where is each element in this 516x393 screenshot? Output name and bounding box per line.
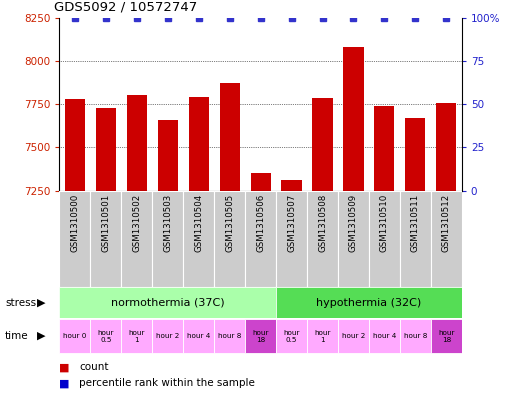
Bar bbox=[90, 319, 121, 353]
Bar bbox=[307, 191, 338, 287]
Bar bbox=[369, 191, 400, 287]
Text: hour
1: hour 1 bbox=[314, 329, 331, 343]
Text: GSM1310504: GSM1310504 bbox=[194, 193, 203, 252]
Text: hour 8: hour 8 bbox=[404, 333, 427, 339]
Bar bbox=[121, 191, 152, 287]
Bar bbox=[220, 83, 240, 191]
Bar bbox=[400, 319, 431, 353]
Bar bbox=[307, 319, 338, 353]
Bar bbox=[183, 191, 214, 287]
Text: time: time bbox=[5, 331, 29, 341]
Bar bbox=[59, 287, 276, 318]
Text: ■: ■ bbox=[59, 362, 70, 373]
Bar bbox=[344, 47, 364, 191]
Bar bbox=[189, 97, 209, 191]
Text: hour
1: hour 1 bbox=[128, 329, 145, 343]
Text: ▶: ▶ bbox=[37, 331, 45, 341]
Text: percentile rank within the sample: percentile rank within the sample bbox=[79, 378, 255, 388]
Text: GDS5092 / 10572747: GDS5092 / 10572747 bbox=[54, 1, 198, 14]
Bar bbox=[437, 103, 457, 191]
Text: ▶: ▶ bbox=[37, 298, 45, 308]
Text: GSM1310502: GSM1310502 bbox=[132, 193, 141, 252]
Bar bbox=[282, 180, 301, 191]
Text: hour 4: hour 4 bbox=[373, 333, 396, 339]
Text: GSM1310512: GSM1310512 bbox=[442, 193, 451, 252]
Bar bbox=[369, 319, 400, 353]
Bar bbox=[400, 191, 431, 287]
Bar bbox=[245, 319, 276, 353]
Bar bbox=[127, 95, 147, 191]
Text: hypothermia (32C): hypothermia (32C) bbox=[316, 298, 422, 308]
Text: hour
18: hour 18 bbox=[438, 329, 455, 343]
Text: GSM1310500: GSM1310500 bbox=[70, 193, 79, 252]
Bar bbox=[214, 191, 245, 287]
Bar bbox=[96, 108, 116, 191]
Bar bbox=[158, 120, 178, 191]
Text: ■: ■ bbox=[59, 378, 70, 388]
Bar bbox=[276, 191, 307, 287]
Text: GSM1310507: GSM1310507 bbox=[287, 193, 296, 252]
Text: GSM1310506: GSM1310506 bbox=[256, 193, 265, 252]
Bar bbox=[152, 319, 183, 353]
Bar bbox=[65, 99, 85, 191]
Bar bbox=[338, 191, 369, 287]
Bar bbox=[121, 319, 152, 353]
Bar bbox=[406, 118, 426, 191]
Bar bbox=[431, 191, 462, 287]
Text: normothermia (37C): normothermia (37C) bbox=[111, 298, 224, 308]
Text: hour 2: hour 2 bbox=[342, 333, 365, 339]
Bar bbox=[152, 191, 183, 287]
Bar bbox=[276, 319, 307, 353]
Bar bbox=[59, 191, 90, 287]
Bar bbox=[90, 191, 121, 287]
Text: hour 4: hour 4 bbox=[187, 333, 211, 339]
Text: hour 0: hour 0 bbox=[63, 333, 87, 339]
Bar bbox=[251, 173, 271, 191]
Bar bbox=[431, 319, 462, 353]
Bar bbox=[214, 319, 245, 353]
Text: GSM1310501: GSM1310501 bbox=[101, 193, 110, 252]
Bar bbox=[183, 319, 214, 353]
Text: GSM1310503: GSM1310503 bbox=[163, 193, 172, 252]
Bar bbox=[276, 287, 462, 318]
Text: hour
0.5: hour 0.5 bbox=[98, 329, 114, 343]
Text: GSM1310511: GSM1310511 bbox=[411, 193, 420, 252]
Bar bbox=[313, 98, 332, 191]
Text: hour 8: hour 8 bbox=[218, 333, 241, 339]
Bar bbox=[375, 106, 395, 191]
Text: hour
0.5: hour 0.5 bbox=[283, 329, 300, 343]
Text: count: count bbox=[79, 362, 108, 373]
Bar bbox=[338, 319, 369, 353]
Text: stress: stress bbox=[5, 298, 36, 308]
Text: GSM1310510: GSM1310510 bbox=[380, 193, 389, 252]
Bar bbox=[59, 319, 90, 353]
Text: hour 2: hour 2 bbox=[156, 333, 180, 339]
Text: GSM1310505: GSM1310505 bbox=[225, 193, 234, 252]
Text: GSM1310508: GSM1310508 bbox=[318, 193, 327, 252]
Text: GSM1310509: GSM1310509 bbox=[349, 193, 358, 252]
Text: hour
18: hour 18 bbox=[252, 329, 269, 343]
Bar bbox=[245, 191, 276, 287]
